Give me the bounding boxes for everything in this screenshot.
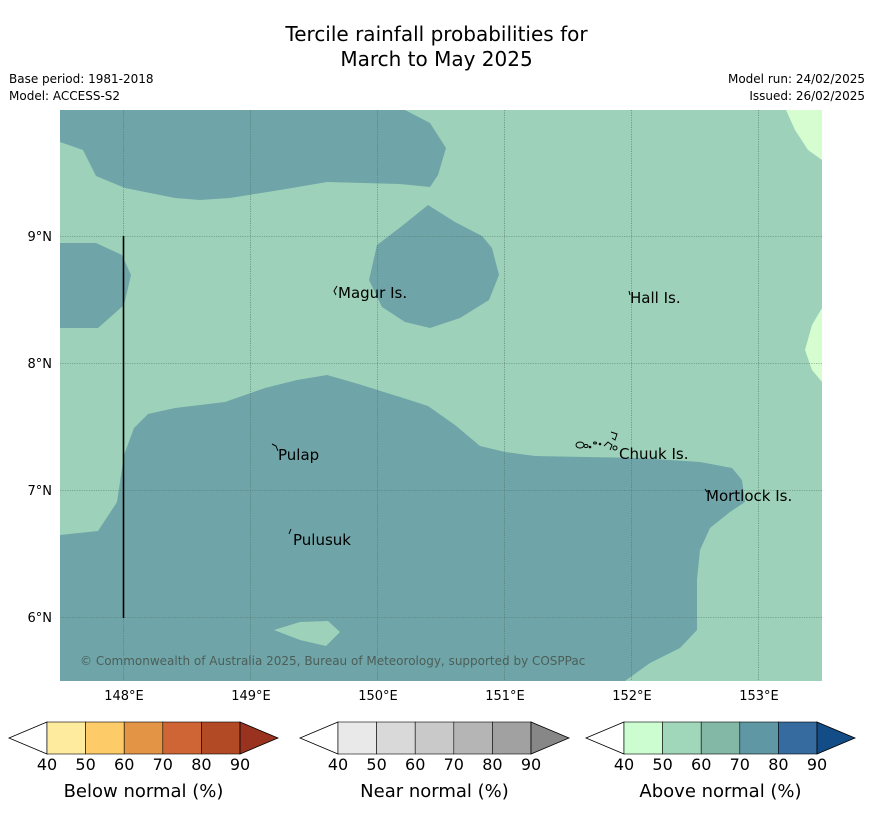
legend-tick-label: 60 — [691, 755, 711, 774]
legend-cell — [662, 721, 702, 755]
below-normal-legend: 40 50 60 70 80 90 Below normal (%) — [7, 721, 280, 802]
lat-tick-label: 7°N — [28, 484, 53, 499]
place-label-pulusuk: Pulusuk — [293, 531, 351, 549]
pulap-island-shape — [271, 443, 279, 452]
legend-tick-label: 40 — [328, 755, 348, 774]
legend-tick-label: 70 — [444, 755, 464, 774]
legend-max-arrow — [530, 721, 571, 755]
below-normal-legend-label: Below normal (%) — [64, 781, 224, 802]
place-label-chuuk: Chuuk Is. — [619, 445, 688, 463]
legends: 40 50 60 70 80 90 Below normal (%) 40 50 60 70 80 90… — [7, 721, 857, 802]
legend-max-arrow — [239, 721, 280, 755]
legend-cell — [201, 721, 241, 755]
legend-min-arrow — [298, 721, 339, 755]
legend-cell — [376, 721, 416, 755]
near-normal-legend: 40 50 60 70 80 90 Near normal (%) — [298, 721, 571, 802]
place-label-mortlock: Mortlock Is. — [706, 487, 792, 505]
pulusuk-island-shape — [288, 528, 292, 535]
legend-tick-label: 70 — [730, 755, 750, 774]
legend-cell — [623, 721, 663, 755]
base-period-text: Base period: 1981-2018 — [9, 72, 154, 86]
legend-tick-label: 90 — [230, 755, 250, 774]
legend-tick-label: 80 — [768, 755, 788, 774]
meta-left: Base period: 1981-2018 Model: ACCESS-S2 — [9, 71, 154, 105]
legend-cell — [414, 721, 455, 755]
model-run-text: Model run: 24/02/2025 — [727, 72, 865, 86]
chuuk-island-shapes — [575, 431, 618, 451]
lon-tick-label: 153°E — [739, 689, 779, 704]
legend-cell — [337, 721, 377, 755]
legend-cell — [123, 721, 164, 755]
legend-cell — [778, 721, 818, 755]
magur-island-shape — [333, 285, 338, 296]
map-title: Tercile rainfall probabilities for March… — [0, 22, 873, 72]
legend-tick-label: 50 — [652, 755, 672, 774]
lat-tick-label: 8°N — [28, 357, 53, 372]
legend-tick-label: 90 — [521, 755, 541, 774]
place-label-magur: Magur Is. — [338, 284, 407, 302]
near-normal-legend-label: Near normal (%) — [360, 781, 509, 802]
legend-tick-label: 50 — [75, 755, 95, 774]
legend-cell — [162, 721, 202, 755]
place-label-hall: Hall Is. — [630, 289, 681, 307]
legend-tick-label: 70 — [153, 755, 173, 774]
legend-cell — [492, 721, 532, 755]
legend-tick-label: 60 — [114, 755, 134, 774]
above-normal-60-70-region-central — [369, 205, 499, 328]
copyright-text: © Commonwealth of Australia 2025, Bureau… — [80, 654, 585, 668]
legend-tick-label: 60 — [405, 755, 425, 774]
legend-cell — [700, 721, 741, 755]
map-title-line1: Tercile rainfall probabilities for — [285, 22, 588, 46]
legend-tick-label: 40 — [614, 755, 634, 774]
model-text: Model: ACCESS-S2 — [9, 89, 121, 103]
lon-tick-label: 152°E — [612, 689, 652, 704]
place-label-pulap: Pulap — [278, 446, 319, 464]
meta-right: Model run: 24/02/2025 Issued: 26/02/2025 — [728, 71, 865, 105]
legend-min-arrow — [7, 721, 48, 755]
above-normal-60-70-region-south — [60, 375, 745, 681]
above-normal-legend-label: Above normal (%) — [639, 781, 801, 802]
legend-cell — [85, 721, 125, 755]
lon-tick-label: 149°E — [231, 689, 271, 704]
island-outlines — [271, 285, 708, 535]
legend-max-arrow — [816, 721, 857, 755]
above-normal-40-50-region-ne — [786, 110, 822, 160]
map-title-line2: March to May 2025 — [340, 47, 533, 71]
above-normal-50-60-patch-south — [274, 621, 340, 646]
lon-tick-label: 150°E — [358, 689, 398, 704]
hall-island-shape — [628, 290, 631, 296]
lat-tick-label: 9°N — [28, 230, 53, 245]
legend-min-arrow — [584, 721, 625, 755]
legend-tick-label: 90 — [807, 755, 827, 774]
legend-tick-label: 80 — [482, 755, 502, 774]
legend-cell — [739, 721, 779, 755]
lon-tick-label: 148°E — [104, 689, 144, 704]
lat-tick-label: 6°N — [28, 611, 53, 626]
above-normal-legend: 40 50 60 70 80 90 Above normal (%) — [584, 721, 857, 802]
above-normal-60-70-region-west — [60, 243, 131, 328]
legend-cell — [453, 721, 493, 755]
lon-tick-label: 151°E — [485, 689, 525, 704]
legend-tick-label: 50 — [366, 755, 386, 774]
legend-cell — [46, 721, 86, 755]
legend-tick-label: 40 — [37, 755, 57, 774]
legend-tick-label: 80 — [191, 755, 211, 774]
issued-text: Issued: 26/02/2025 — [749, 89, 865, 103]
mortlock-island-shape — [704, 488, 708, 493]
above-normal-60-70-region-north — [60, 110, 446, 200]
above-normal-40-50-region-east — [805, 308, 822, 382]
map-panel: Magur Is. Hall Is. Pulap Chuuk Is. Mortl… — [60, 110, 822, 681]
